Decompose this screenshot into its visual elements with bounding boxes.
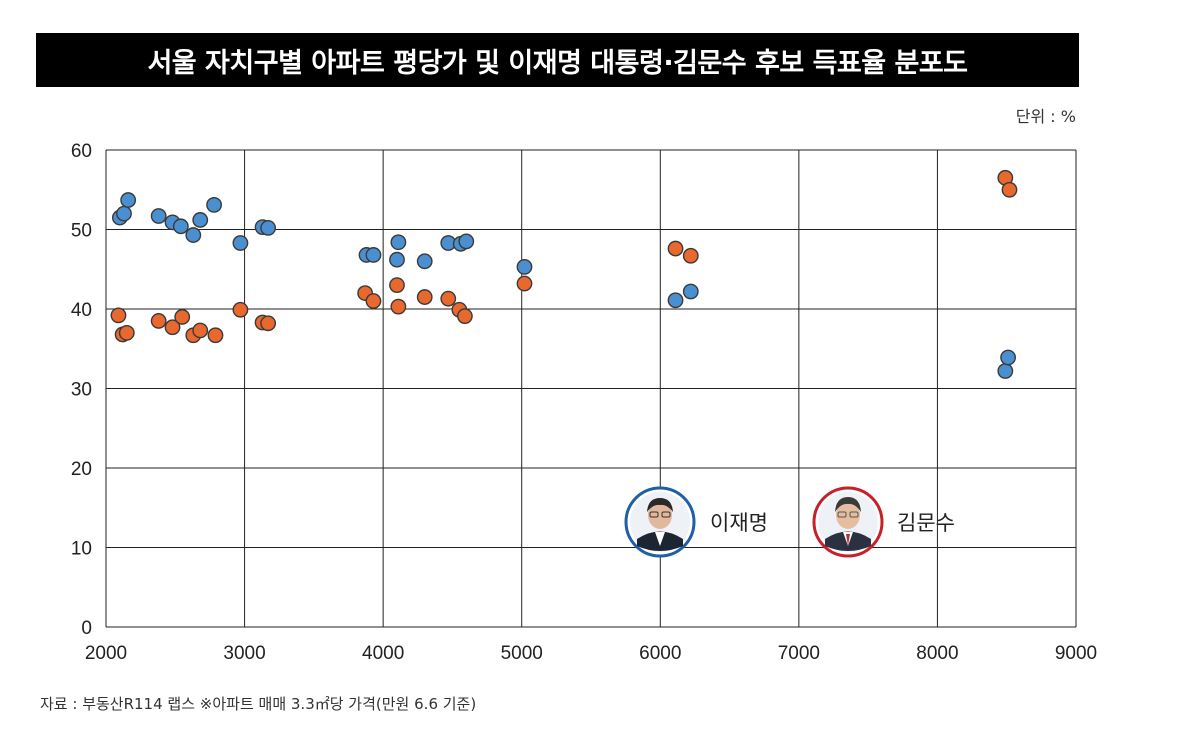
x-tick-label: 7000	[778, 643, 820, 664]
data-point-kim	[416, 289, 433, 305]
data-point-kim	[667, 240, 684, 257]
data-point-kim	[232, 301, 249, 318]
x-tick-label: 2000	[85, 643, 127, 664]
data-point-kim	[192, 322, 209, 339]
data-point-lee	[997, 363, 1014, 379]
data-point-lee	[416, 253, 433, 270]
data-point-lee	[390, 234, 407, 251]
data-point-lee	[150, 208, 167, 224]
data-point-kim	[207, 327, 224, 344]
data-point-lee	[1000, 349, 1016, 366]
x-tick-label: 5000	[501, 643, 543, 664]
x-axis-ticks: 2000 3000 4000 5000 6000 7000 8000 9000	[85, 643, 1097, 664]
data-point-lee	[458, 233, 475, 250]
x-tick-label: 6000	[639, 643, 681, 664]
data-point-lee	[192, 212, 209, 228]
data-point-kim	[390, 298, 407, 315]
data-point-lee	[232, 235, 249, 251]
data-point-kim	[365, 293, 382, 309]
data-point-kim	[164, 319, 181, 336]
data-point-lee	[260, 220, 277, 236]
avatar-icon	[630, 492, 690, 552]
data-point-lee	[516, 258, 533, 275]
data-point-kim	[456, 308, 473, 325]
y-tick-label: 40	[71, 300, 92, 321]
x-tick-label: 4000	[362, 643, 404, 664]
data-point-kim	[118, 324, 135, 341]
data-point-kim	[516, 275, 533, 292]
data-point-kim	[150, 313, 167, 329]
chart-grid	[105, 149, 1077, 628]
legend-item-kim: 김문수	[812, 486, 955, 558]
chart-title-bar: 서울 자치구별 아파트 평당가 및 이재명 대통령·김문수 후보 득표율 분포도	[36, 33, 1079, 87]
legend-label-kim: 김문수	[897, 511, 955, 535]
data-point-lee	[185, 227, 202, 243]
x-tick-label: 3000	[223, 643, 265, 664]
legend-label-lee: 이재명	[710, 511, 768, 535]
data-point-lee	[667, 292, 684, 309]
data-points	[110, 169, 1018, 379]
avatar-icon	[818, 492, 878, 552]
data-point-kim	[260, 315, 277, 332]
data-point-lee	[116, 205, 132, 222]
y-tick-label: 10	[71, 539, 92, 560]
y-tick-label: 30	[71, 380, 92, 401]
legend-item-lee: 이재명	[624, 486, 768, 558]
source-note: 자료 : 부동산R114 랩스 ※아파트 매매 3.3㎡당 가격(만원 6.6 …	[40, 695, 477, 713]
y-tick-label: 20	[71, 459, 92, 480]
data-point-lee	[206, 196, 222, 213]
x-tick-label: 9000	[1055, 643, 1097, 664]
data-point-kim	[440, 290, 457, 307]
x-tick-label: 8000	[916, 643, 958, 664]
data-point-lee	[172, 218, 189, 235]
data-point-kim	[174, 309, 191, 325]
data-point-lee	[120, 192, 137, 208]
y-axis-ticks: 0 10 20 30 40 50 60	[71, 141, 92, 639]
data-point-lee	[365, 247, 382, 263]
chart-title: 서울 자치구별 아파트 평당가 및 이재명 대통령·김문수 후보 득표율 분포도	[147, 47, 968, 79]
data-point-lee	[682, 283, 699, 300]
data-point-kim	[1001, 181, 1018, 198]
data-point-lee	[389, 251, 405, 268]
data-point-kim	[110, 307, 127, 324]
data-point-kim	[682, 247, 699, 264]
y-tick-label: 50	[71, 221, 92, 242]
y-tick-label: 0	[81, 618, 92, 639]
unit-label: 단위 : %	[1015, 107, 1076, 126]
data-point-kim	[389, 277, 405, 294]
y-tick-label: 60	[71, 141, 92, 162]
